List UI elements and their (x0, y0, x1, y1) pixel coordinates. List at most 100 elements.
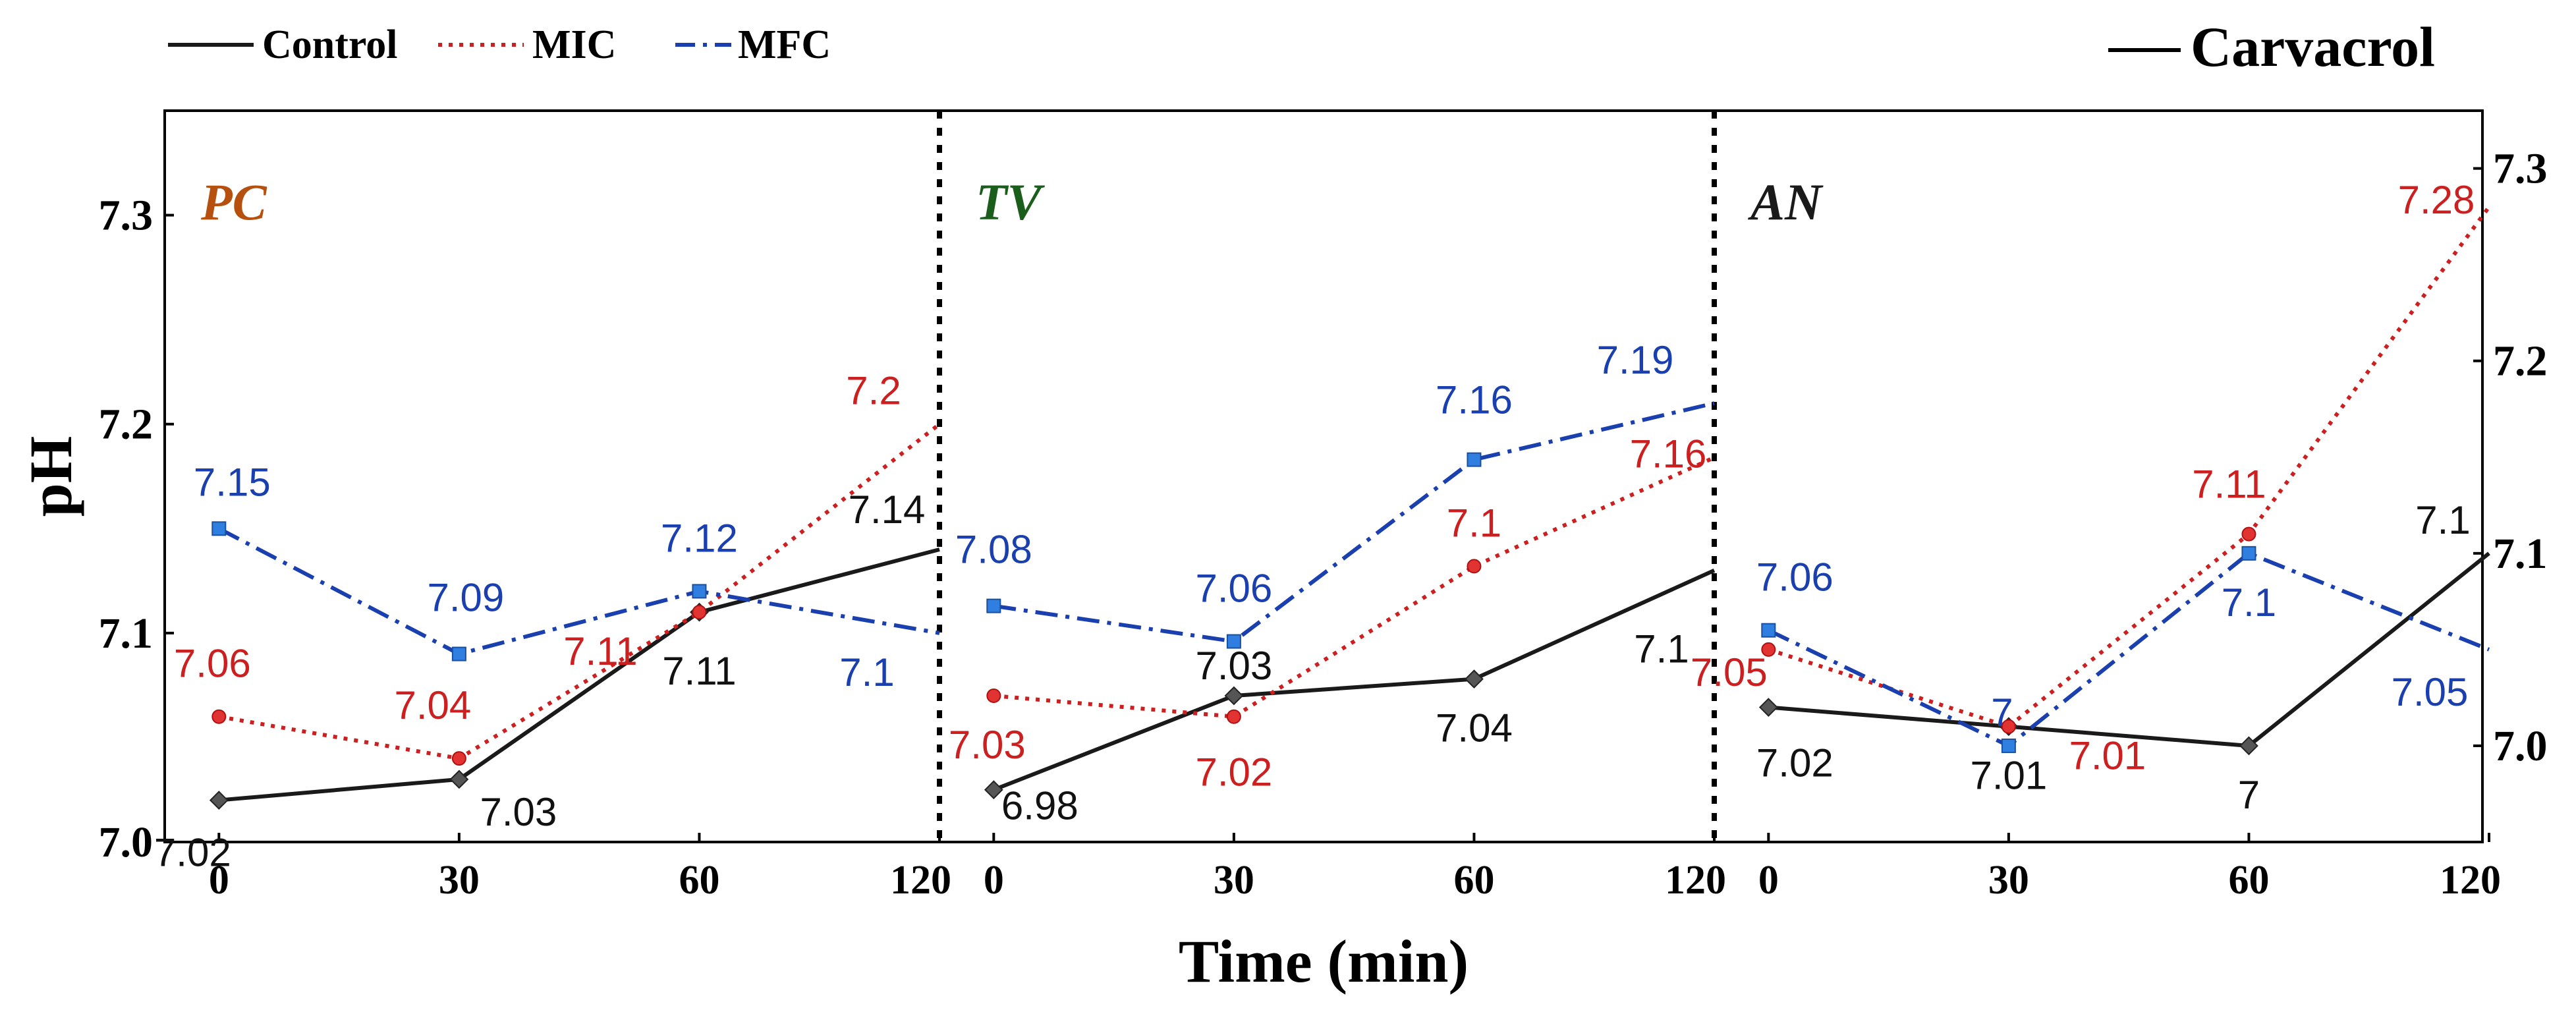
data-label-an-control: 7.02 (1756, 741, 1834, 785)
data-label-tv-control: 6.98 (1001, 784, 1078, 828)
data-label-an-mfc: 7 (1991, 690, 2013, 735)
point-an-mic (1761, 642, 1776, 657)
x-tick-label: 120 (2440, 858, 2501, 903)
data-label-tv-mic: 7.1 (1447, 501, 1501, 545)
compound-label: Carvacrol (2191, 15, 2435, 78)
point-an-mfc (1761, 623, 1776, 638)
point-tv-mfc (1467, 452, 1482, 467)
point-pc-mfc (451, 646, 466, 661)
data-label-tv-mfc: 7.16 (1436, 378, 1513, 422)
point-pc-control (209, 791, 229, 810)
y-axis-title: pH (17, 436, 84, 517)
panel-label-pc: PC (200, 173, 267, 231)
x-tick-label: 0 (1758, 858, 1779, 903)
data-label-tv-mic: 7.16 (1630, 432, 1707, 476)
data-label-an-mfc: 7.06 (1756, 555, 1834, 600)
data-label-pc-mfc: 7.12 (661, 516, 738, 560)
x-tick-label: 0 (984, 858, 1004, 903)
point-pc-control (449, 770, 469, 789)
y-right-tick-label: 7.2 (2493, 337, 2548, 385)
point-pc-mic (692, 605, 707, 620)
data-label-an-control: 7.1 (2415, 498, 2470, 542)
point-pc-mfc (211, 521, 227, 536)
point-an-mfc (2001, 738, 2016, 753)
x-axis-title: Time (min) (1179, 928, 1469, 995)
data-label-pc-mfc: 7.09 (427, 576, 504, 620)
data-label-pc-control: 7.14 (849, 488, 926, 532)
panel-label-tv: TV (976, 173, 1046, 231)
data-label-an-mic: 7.28 (2398, 178, 2475, 222)
x-tick-label: 60 (679, 858, 719, 903)
series-line-pc-mic (218, 422, 941, 761)
data-label-tv-mfc: 7.19 (1597, 338, 1674, 382)
data-label-pc-control: 7.11 (662, 649, 736, 693)
data-label-pc-control: 7.02 (154, 831, 231, 875)
y-right-tick-label: 7.0 (2493, 722, 2548, 770)
y-right-tick-label: 7.3 (2493, 145, 2548, 193)
y-left-tick-label: 7.3 (99, 192, 154, 240)
data-label-an-mic: 7.01 (2069, 734, 2146, 778)
point-an-control (1758, 698, 1778, 717)
data-label-an-mfc: 7.05 (2392, 670, 2469, 714)
point-tv-mic (1467, 559, 1482, 574)
point-tv-mfc (1226, 634, 1241, 649)
data-label-tv-control: 7.04 (1436, 706, 1513, 750)
x-tick-label: 0 (209, 858, 229, 903)
x-tick-label: 30 (1988, 858, 2029, 903)
data-label-tv-mic: 7.02 (1195, 750, 1272, 795)
axes-text: 7.0 7.1 7.2 7.3 7.0 7.1 7.2 7.3 0 30 60 120 0 30 60 120… (17, 145, 2548, 995)
y-left-tick-label: 7.2 (99, 401, 154, 449)
data-label-tv-control: 7.1 (1634, 627, 1689, 671)
series-line-an-mic (1768, 206, 2491, 729)
legend: Control MIC MFC (168, 22, 831, 67)
series-line-an-control (1768, 551, 2490, 748)
data-label-an-mic: 7.11 (2192, 463, 2266, 507)
series-line-pc-control (219, 548, 940, 802)
legend-label-control: Control (262, 22, 398, 67)
series-line-an-mfc (1768, 551, 2490, 748)
data-label-tv-mfc: 7.06 (1195, 567, 1272, 611)
data-label-tv-mfc: 7.08 (955, 528, 1032, 572)
data-label-pc-mic: 7.06 (174, 642, 251, 686)
x-tick-label: 120 (1665, 858, 1726, 903)
data-label-pc-mic: 7.11 (563, 629, 637, 673)
data-labels-layer: PC TV AN 7.02 7.03 7.11 7.14 7.06 7.04 7.11 7.2 7.1… (154, 173, 2475, 875)
data-label-an-mic: 7.05 (1691, 650, 1768, 694)
legend-label-mic: MIC (532, 22, 616, 67)
point-an-mfc (2241, 546, 2256, 561)
series-layer (217, 206, 2491, 802)
point-pc-mic (211, 709, 227, 724)
marker-layer (209, 452, 2258, 810)
point-tv-control (1224, 686, 1244, 706)
point-an-mic (2241, 526, 2256, 542)
point-tv-mic (1226, 709, 1241, 724)
data-label-tv-mic: 7.03 (949, 723, 1026, 767)
series-line-tv-mic (994, 455, 1716, 719)
data-label-an-mfc: 7.1 (2222, 580, 2276, 625)
x-tick-label: 30 (1214, 858, 1254, 903)
point-tv-mfc (986, 598, 1001, 613)
data-label-pc-mic: 7.2 (846, 369, 901, 413)
point-an-mic (2001, 719, 2016, 734)
point-an-control (2239, 736, 2258, 756)
point-tv-mic (986, 689, 1001, 703)
data-label-pc-mic: 7.04 (394, 683, 471, 727)
series-line-pc-mfc (217, 526, 940, 656)
data-label-pc-mfc: 7.1 (839, 650, 894, 694)
panel-label-an: AN (1747, 173, 1824, 231)
legend-label-mfc: MFC (738, 22, 831, 67)
series-line-tv-mfc (993, 401, 1715, 644)
plot-border (163, 109, 2484, 843)
compound-label-group: Carvacrol (2108, 15, 2435, 78)
point-pc-mic (451, 751, 466, 766)
data-label-pc-control: 7.03 (480, 790, 557, 834)
data-label-an-control: 7.01 (1970, 754, 2047, 798)
x-tick-label: 120 (890, 858, 951, 903)
series-line-tv-control (993, 568, 1716, 792)
y-left-tick-label: 7.1 (99, 609, 154, 658)
point-tv-control (1465, 669, 1484, 689)
point-pc-mfc (692, 584, 707, 599)
y-right-tick-label: 7.1 (2493, 530, 2548, 578)
y-left-tick-label: 7.0 (99, 818, 154, 866)
